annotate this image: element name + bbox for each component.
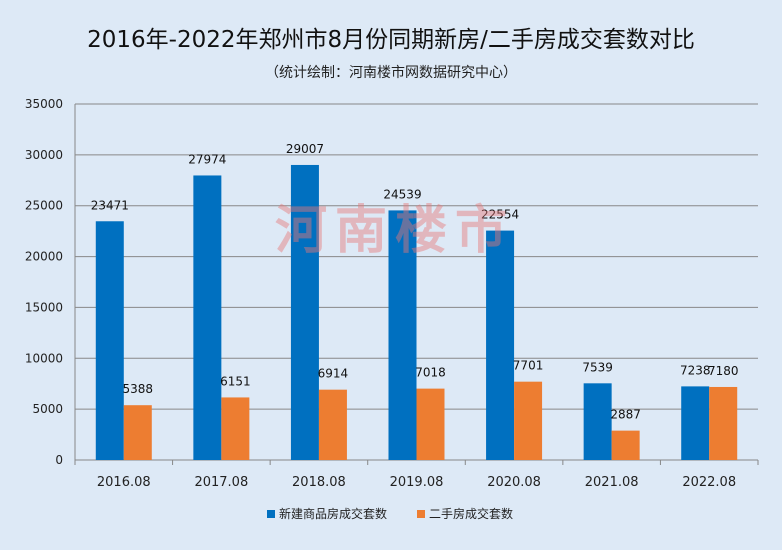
data-label: 27974 [188,152,226,166]
bar-new-home [193,175,222,460]
data-label: 7180 [708,364,739,378]
data-label: 7539 [582,360,613,374]
bar-new-home [290,164,319,460]
bar-new-home [681,386,710,460]
x-tick-label: 2016.08 [97,475,151,490]
y-tick-label: 0 [55,453,63,467]
bar-resale [709,386,738,460]
y-tick-label: 10000 [25,351,63,365]
bar-new-home [583,383,612,460]
chart-subtitle: （统计绘制：河南楼市网数据研究中心） [265,65,517,81]
bar-resale [123,405,152,460]
x-tick-label: 2020.08 [487,475,541,490]
bar-resale [514,381,543,460]
data-label: 7238 [680,363,711,377]
y-tick-label: 35000 [25,97,63,111]
legend-swatch [417,510,425,518]
legend-swatch [267,510,275,518]
watermark: 河南楼市 [275,200,516,261]
data-label: 7018 [415,366,446,380]
data-label: 29007 [286,142,324,156]
data-label: 22554 [481,208,519,222]
data-label: 6151 [220,374,251,388]
data-label: 6914 [318,367,349,381]
x-tick-label: 2021.08 [585,475,639,490]
chart-title: 2016年-2022年郑州市8月份同期新房/二手房成交套数对比 [87,27,695,53]
data-label: 5388 [123,382,154,396]
legend-label: 二手房成交套数 [429,506,513,521]
x-tick-label: 2017.08 [194,475,248,490]
y-tick-label: 30000 [25,148,63,162]
data-label: 2887 [610,408,641,422]
y-tick-label: 25000 [25,199,63,213]
data-label: 7701 [513,359,544,373]
data-label: 24539 [383,187,421,201]
data-label: 23471 [91,198,129,212]
y-tick-label: 5000 [32,402,63,416]
bar-resale [611,430,640,460]
bar-resale [318,389,347,460]
y-tick-label: 15000 [25,300,63,314]
bar-new-home [95,221,124,460]
legend-label: 新建商品房成交套数 [279,506,387,521]
x-tick-label: 2022.08 [682,475,736,490]
bar-new-home [388,210,417,460]
y-tick-label: 20000 [25,250,63,264]
bar-resale [416,388,445,460]
bar-resale [221,397,250,460]
x-tick-label: 2018.08 [292,475,346,490]
bar-new-home [486,230,515,460]
x-tick-label: 2019.08 [390,475,444,490]
